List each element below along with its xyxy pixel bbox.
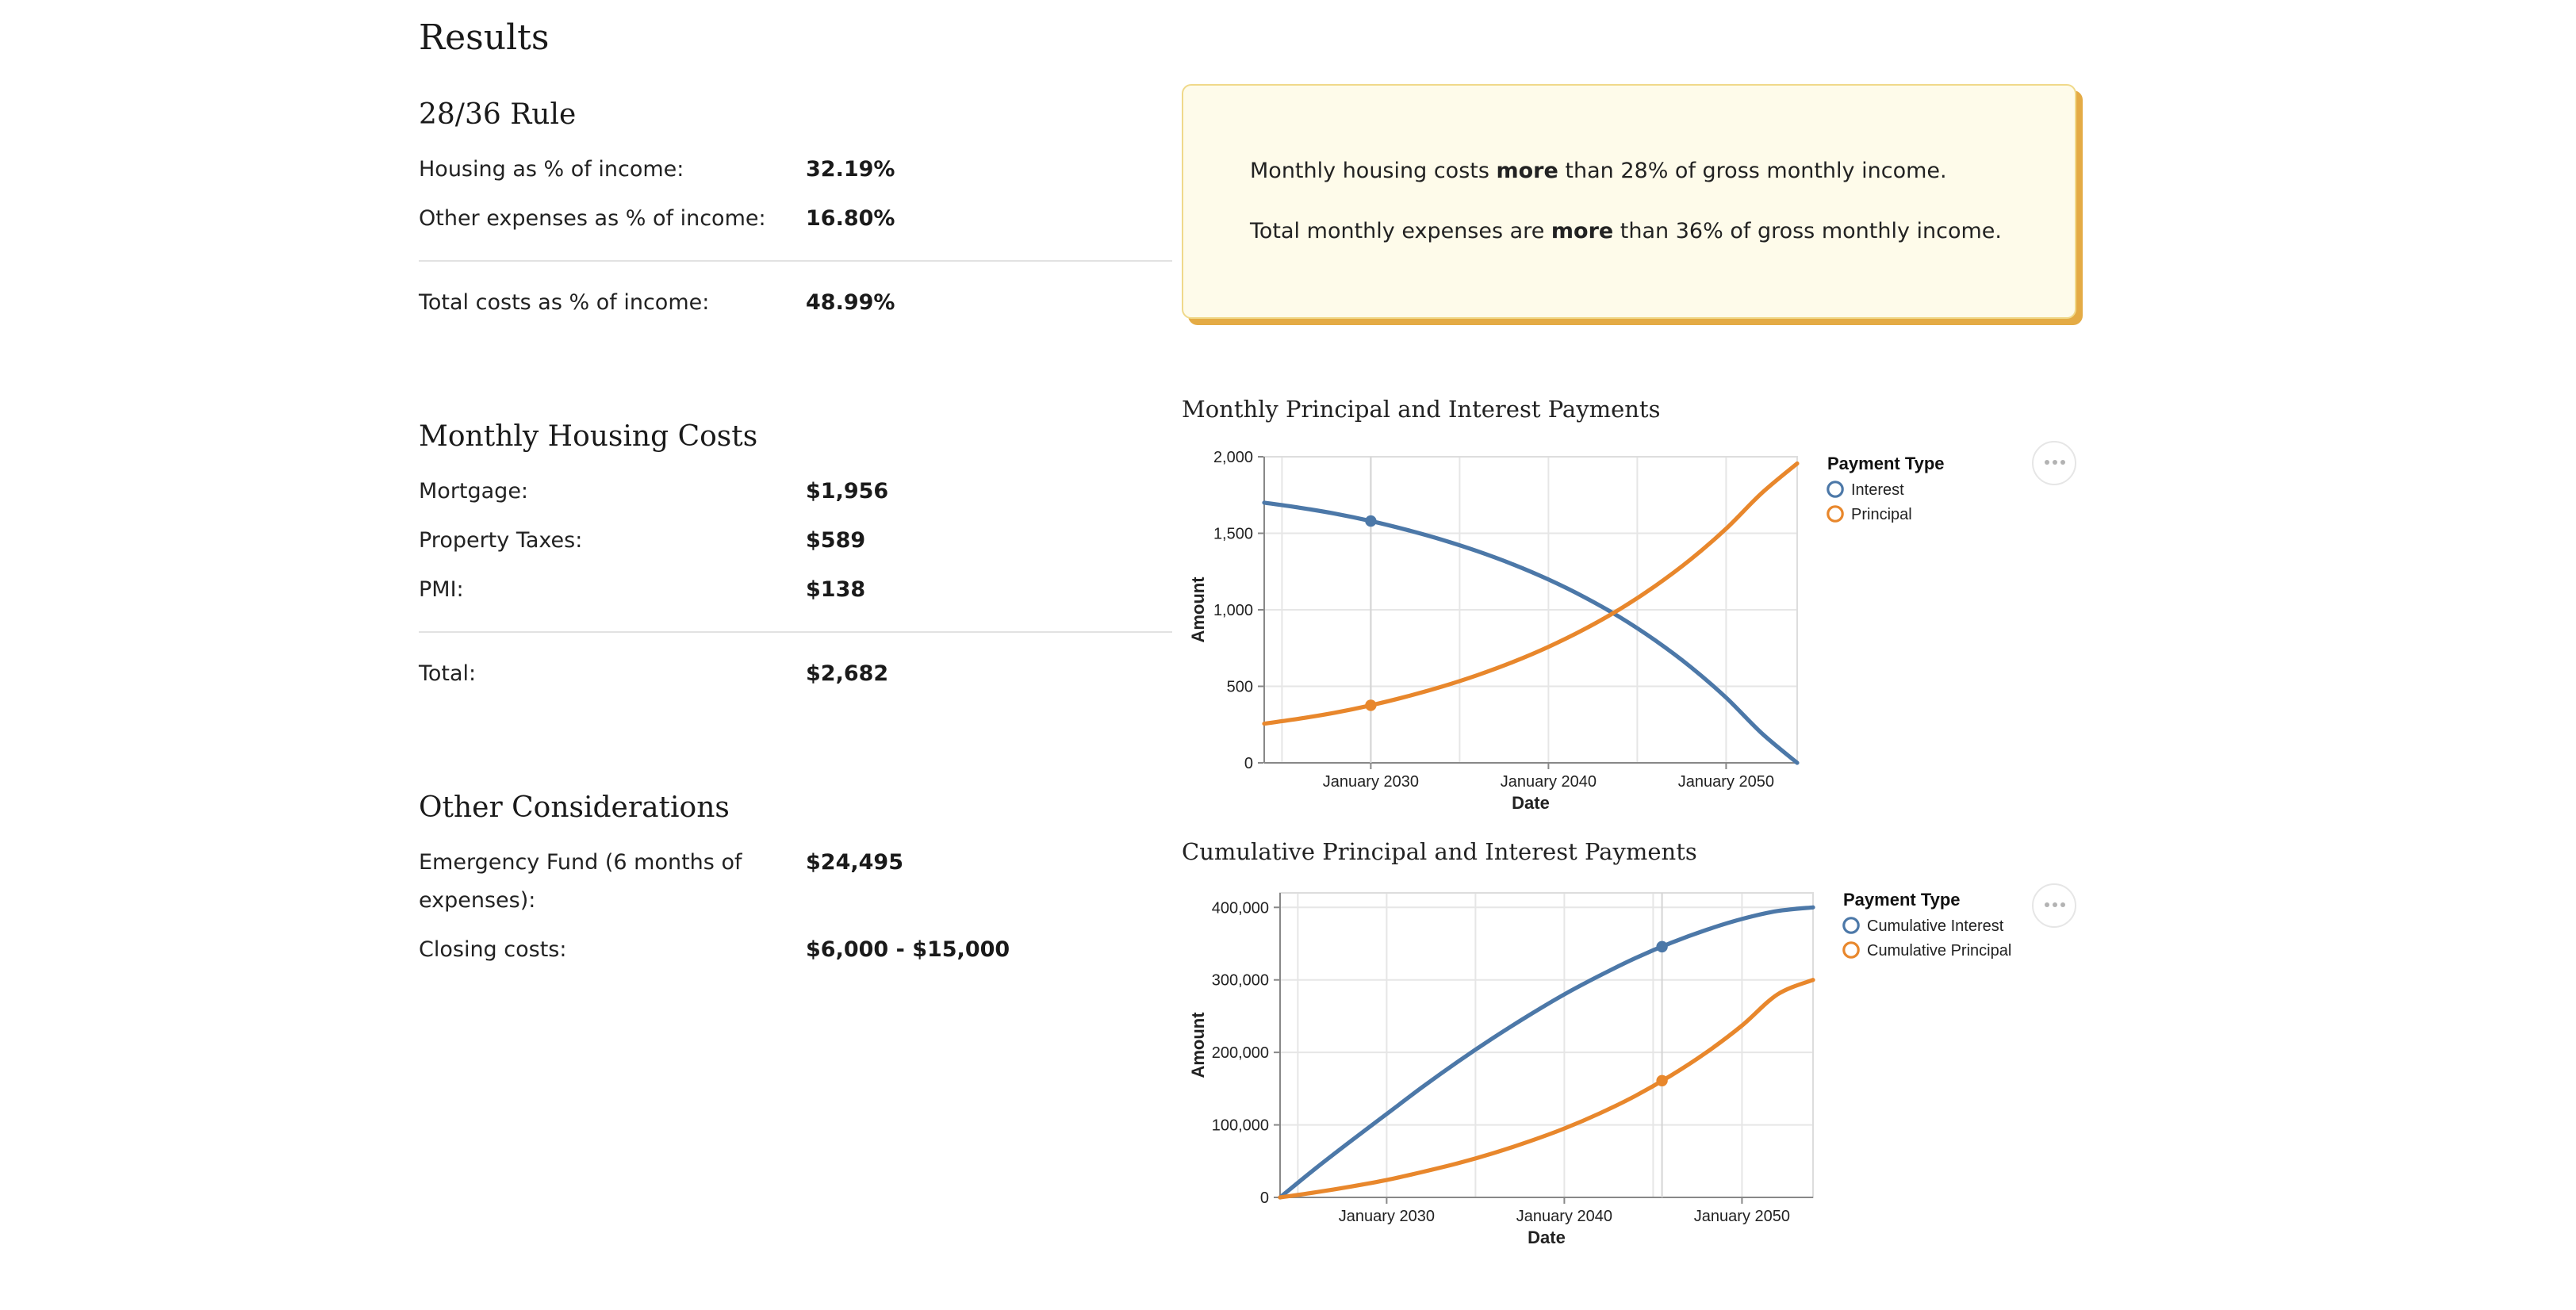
label-line: Emergency Fund (6 months of — [419, 850, 742, 875]
y-tick-label: 1,000 — [1213, 602, 1253, 619]
row-value: 16.80% — [806, 206, 895, 232]
chart-title: Monthly Principal and Interest Payments — [1182, 398, 1661, 423]
callout-bold: more — [1551, 219, 1614, 244]
legend-symbol — [1827, 481, 1844, 498]
label-line: expenses): — [419, 888, 536, 914]
y-tick-label: 1,500 — [1213, 526, 1253, 543]
row-label: Mortgage: — [419, 479, 529, 504]
y-tick-label: 200,000 — [1212, 1044, 1269, 1062]
y-axis-title: Amount — [1188, 576, 1208, 643]
x-tick-label: January 2050 — [1694, 1208, 1790, 1225]
legend-label: Interest — [1851, 481, 1904, 499]
series-line-interest — [1262, 500, 1800, 765]
legend: Payment Type Interest Principal — [1827, 454, 1945, 523]
legend-title: Payment Type — [1843, 890, 1961, 910]
plot-border — [1279, 892, 1814, 1198]
divider — [419, 260, 1172, 262]
x-tick-label: January 2030 — [1339, 1208, 1435, 1225]
dot — [2053, 460, 2057, 465]
rule-callout: Monthly housing costs more than 28% of g… — [1182, 84, 2076, 319]
row-value: $2,682 — [806, 661, 889, 687]
legend-label: Principal — [1851, 506, 1912, 523]
callout-text: than 28% of gross monthly income. — [1558, 159, 1947, 184]
row-label: Closing costs: — [419, 937, 567, 963]
cumulative-payments-chart: 0 100,000 200,000 300,000 400,000 January 203… — [1188, 890, 2011, 1247]
legend-symbol — [1842, 941, 1860, 959]
row-label: Other expenses as % of income: — [419, 206, 766, 232]
y-tick-label: 0 — [1260, 1189, 1269, 1207]
row-value: 32.19% — [806, 157, 895, 182]
y-axis-title: Amount — [1188, 1012, 1208, 1078]
legend-label: Cumulative Principal — [1867, 942, 2011, 960]
rule-section-title: 28/36 Rule — [419, 98, 577, 132]
chart-title: Cumulative Principal and Interest Paymen… — [1182, 841, 1697, 866]
y-tick-label: 300,000 — [1212, 972, 1269, 990]
x-tick-label: January 2050 — [1678, 773, 1774, 791]
callout-line-housing: Monthly housing costs more than 28% of g… — [1250, 159, 1947, 184]
dot — [2053, 902, 2057, 907]
highlight-point — [1656, 1074, 1668, 1086]
dot — [2045, 460, 2049, 465]
series-line-cumulative-interest — [1278, 905, 1815, 1200]
other-section-title: Other Considerations — [419, 791, 730, 825]
x-tick-label: January 2040 — [1501, 773, 1597, 791]
x-axis-title: Date — [1512, 793, 1550, 813]
page-title: Results — [419, 19, 550, 59]
plot-area: 0 100,000 200,000 300,000 400,000 January 203… — [1188, 892, 1815, 1247]
dot — [2060, 902, 2065, 907]
row-label: Property Taxes: — [419, 528, 583, 553]
row-label: PMI: — [419, 577, 464, 603]
callout-text: Monthly housing costs — [1250, 159, 1497, 184]
row-label: Total: — [419, 661, 477, 687]
x-tick-label: January 2030 — [1323, 773, 1419, 791]
y-tick-label: 100,000 — [1212, 1117, 1269, 1135]
row-value: $6,000 - $15,000 — [806, 937, 1010, 963]
y-tick-label: 2,000 — [1213, 449, 1253, 466]
chart-actions-button[interactable] — [2032, 441, 2076, 485]
callout-text: Total monthly expenses are — [1250, 219, 1551, 244]
row-value: $24,495 — [806, 850, 903, 875]
x-axis-title: Date — [1528, 1228, 1566, 1247]
series-line-principal — [1262, 461, 1800, 726]
legend: Payment Type Cumulative Interest Cumulativ… — [1842, 890, 2011, 960]
highlight-point — [1656, 940, 1668, 953]
row-value: $589 — [806, 528, 866, 553]
callout-line-total: Total monthly expenses are more than 36%… — [1250, 219, 2002, 244]
monthly-payments-chart: 0 500 1,000 1,500 2,000 January 2030 January 2… — [1188, 449, 1945, 813]
legend-label: Cumulative Interest — [1867, 917, 2004, 935]
housing-section-title: Monthly Housing Costs — [419, 420, 758, 454]
dot — [2045, 902, 2049, 907]
chart-actions-button[interactable] — [2032, 883, 2076, 928]
series-line-cumulative-principal — [1278, 978, 1815, 1200]
dot — [2060, 460, 2065, 465]
row-label: Emergency Fund (6 months of expenses): — [419, 844, 768, 920]
x-tick-label: January 2040 — [1516, 1208, 1612, 1225]
row-value: $1,956 — [806, 479, 889, 504]
plot-area: 0 500 1,000 1,500 2,000 January 2030 January 2… — [1188, 449, 1800, 813]
highlight-point — [1365, 515, 1377, 527]
highlight-point — [1365, 699, 1377, 711]
row-value: $138 — [806, 577, 866, 603]
row-value: 48.99% — [806, 290, 895, 316]
emergency-fund-row: Emergency Fund (6 months of expenses): $2… — [419, 844, 1172, 920]
y-tick-label: 500 — [1227, 679, 1253, 696]
divider — [419, 631, 1172, 633]
callout-bold: more — [1496, 159, 1558, 184]
legend-symbol — [1842, 917, 1860, 934]
row-label: Total costs as % of income: — [419, 290, 710, 316]
y-tick-label: 400,000 — [1212, 899, 1269, 917]
callout-text: than 36% of gross monthly income. — [1613, 219, 2002, 244]
legend-symbol — [1827, 505, 1844, 523]
row-label: Housing as % of income: — [419, 157, 684, 182]
y-tick-label: 0 — [1244, 755, 1253, 772]
legend-title: Payment Type — [1827, 454, 1945, 473]
